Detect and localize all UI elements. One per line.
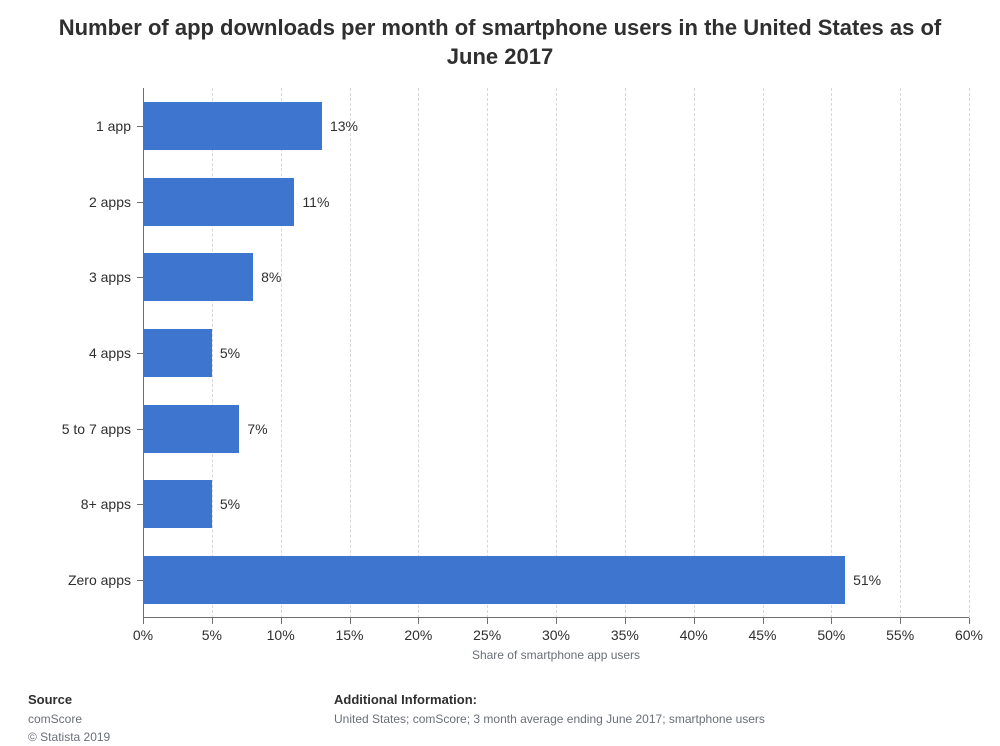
xtick-label: 30% bbox=[542, 628, 570, 642]
additional-heading: Additional Information: bbox=[334, 690, 765, 710]
xtick-mark bbox=[143, 618, 144, 624]
bar bbox=[143, 102, 322, 150]
bar bbox=[143, 178, 294, 226]
x-axis bbox=[143, 617, 969, 618]
bar-value-label: 11% bbox=[302, 195, 329, 209]
xtick-label: 20% bbox=[404, 628, 432, 642]
grid-line bbox=[212, 88, 213, 618]
xtick-mark bbox=[487, 618, 488, 624]
grid-line bbox=[350, 88, 351, 618]
xtick-label: 55% bbox=[886, 628, 914, 642]
bar bbox=[143, 556, 845, 604]
xtick-label: 35% bbox=[611, 628, 639, 642]
xtick-mark bbox=[556, 618, 557, 624]
source-block: Source comScore © Statista 2019 bbox=[28, 690, 110, 746]
ytick-label: 8+ apps bbox=[11, 497, 131, 511]
grid-line bbox=[556, 88, 557, 618]
grid-line bbox=[418, 88, 419, 618]
xtick-label: 25% bbox=[473, 628, 501, 642]
xtick-mark bbox=[900, 618, 901, 624]
source-heading: Source bbox=[28, 690, 110, 710]
xtick-mark bbox=[281, 618, 282, 624]
xtick-mark bbox=[831, 618, 832, 624]
ytick-label: 1 app bbox=[11, 119, 131, 133]
grid-line bbox=[281, 88, 282, 618]
grid-line bbox=[763, 88, 764, 618]
xtick-mark bbox=[418, 618, 419, 624]
additional-info-block: Additional Information: United States; c… bbox=[334, 690, 765, 728]
grid-line bbox=[487, 88, 488, 618]
xtick-mark bbox=[212, 618, 213, 624]
xtick-label: 0% bbox=[133, 628, 153, 642]
bar bbox=[143, 253, 253, 301]
xtick-label: 40% bbox=[680, 628, 708, 642]
grid-line bbox=[969, 88, 970, 618]
bar-value-label: 51% bbox=[853, 573, 881, 587]
xtick-label: 45% bbox=[748, 628, 776, 642]
grid-line bbox=[831, 88, 832, 618]
source-body: comScore bbox=[28, 710, 110, 728]
ytick-label: 4 apps bbox=[11, 346, 131, 360]
xtick-mark bbox=[625, 618, 626, 624]
bar-value-label: 5% bbox=[220, 346, 240, 360]
ytick-label: Zero apps bbox=[11, 573, 131, 587]
bar-value-label: 13% bbox=[330, 119, 358, 133]
grid-line bbox=[900, 88, 901, 618]
xtick-label: 50% bbox=[817, 628, 845, 642]
bar bbox=[143, 329, 212, 377]
ytick-label: 5 to 7 apps bbox=[11, 422, 131, 436]
grid-line bbox=[625, 88, 626, 618]
ytick-label: 3 apps bbox=[11, 270, 131, 284]
grid-line bbox=[694, 88, 695, 618]
xtick-mark bbox=[969, 618, 970, 624]
plot-area: 0%5%10%15%20%25%30%35%40%45%50%55%60%13%… bbox=[143, 88, 969, 618]
xtick-label: 10% bbox=[267, 628, 295, 642]
x-axis-label: Share of smartphone app users bbox=[472, 648, 640, 662]
ytick-label: 2 apps bbox=[11, 195, 131, 209]
bar-value-label: 5% bbox=[220, 497, 240, 511]
chart-title: Number of app downloads per month of sma… bbox=[0, 0, 1000, 71]
bar bbox=[143, 405, 239, 453]
xtick-mark bbox=[694, 618, 695, 624]
bar-value-label: 7% bbox=[247, 422, 267, 436]
xtick-mark bbox=[350, 618, 351, 624]
bar bbox=[143, 480, 212, 528]
y-axis bbox=[143, 88, 144, 618]
xtick-label: 15% bbox=[335, 628, 363, 642]
bar-value-label: 8% bbox=[261, 270, 281, 284]
additional-body: United States; comScore; 3 month average… bbox=[334, 710, 765, 728]
xtick-mark bbox=[763, 618, 764, 624]
xtick-label: 5% bbox=[202, 628, 222, 642]
xtick-label: 60% bbox=[955, 628, 983, 642]
